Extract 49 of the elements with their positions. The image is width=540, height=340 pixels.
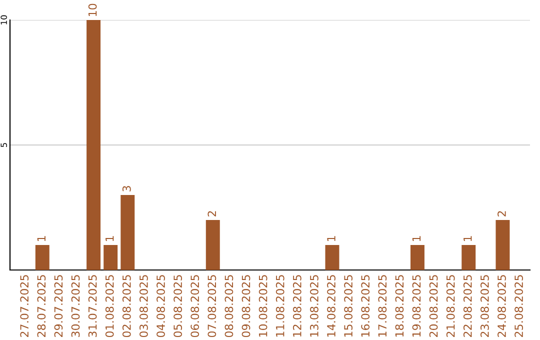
bar [496, 220, 510, 270]
x-tick-label: 01.08.2025 [105, 275, 114, 338]
bar [206, 220, 220, 270]
x-tick-label: 13.08.2025 [310, 275, 318, 337]
data-label: 1 [327, 236, 336, 241]
x-tick-label: 24.08.2025 [498, 275, 506, 337]
x-tick-label: 08.08.2025 [224, 275, 234, 338]
data-label: 3 [122, 186, 131, 192]
bar [325, 245, 340, 270]
x-tick-label: 29.07.2025 [54, 275, 63, 337]
data-label: 1 [412, 236, 421, 241]
x-tick-label: 04.08.2025 [156, 275, 165, 338]
x-tick-label: 28.07.2025 [37, 275, 46, 337]
x-tick-label: 10.08.2025 [258, 275, 268, 337]
x-tick-label: 21.08.2025 [446, 275, 455, 337]
bar [120, 195, 135, 270]
x-tick-label: 20.08.2025 [429, 275, 438, 337]
x-tick-label: 31.07.2025 [88, 275, 97, 337]
bar [410, 245, 424, 270]
x-tick-label: 14.08.2025 [327, 275, 336, 337]
data-label: 2 [208, 211, 216, 216]
data-label: 1 [37, 236, 46, 241]
x-tick-label: 02.08.2025 [122, 275, 131, 338]
x-tick-label: 12.08.2025 [292, 275, 302, 337]
x-tick-label: 11.08.2025 [276, 275, 284, 337]
data-label: 10 [88, 4, 97, 16]
x-tick-label: 09.08.2025 [242, 275, 250, 338]
data-label: 2 [498, 211, 506, 216]
x-tick-label: 19.08.2025 [412, 275, 421, 337]
x-tick-label: 23.08.2025 [480, 275, 489, 337]
data-label: 1 [106, 236, 114, 241]
y-tick-label: 5 [0, 143, 7, 148]
x-tick-label: 07.08.2025 [208, 275, 216, 338]
x-tick-label: 18.08.2025 [395, 275, 404, 337]
x-tick-label: 05.08.2025 [174, 275, 182, 338]
bar [462, 245, 476, 270]
bar [86, 20, 101, 270]
x-tick-label: 03.08.2025 [140, 275, 148, 338]
bar [104, 245, 118, 270]
x-tick-label: 06.08.2025 [190, 275, 200, 338]
x-tick-label: 16.08.2025 [361, 275, 370, 337]
data-label: 1 [464, 236, 472, 241]
x-tick-label: 15.08.2025 [344, 275, 353, 337]
x-tick-label: 17.08.2025 [378, 275, 387, 337]
x-tick-label: 22.08.2025 [463, 275, 472, 337]
x-tick-label: 25.08.2025 [514, 275, 523, 337]
bar [35, 245, 50, 270]
x-tick-label: 30.07.2025 [71, 275, 80, 337]
x-tick-label: 27.07.2025 [20, 275, 29, 337]
